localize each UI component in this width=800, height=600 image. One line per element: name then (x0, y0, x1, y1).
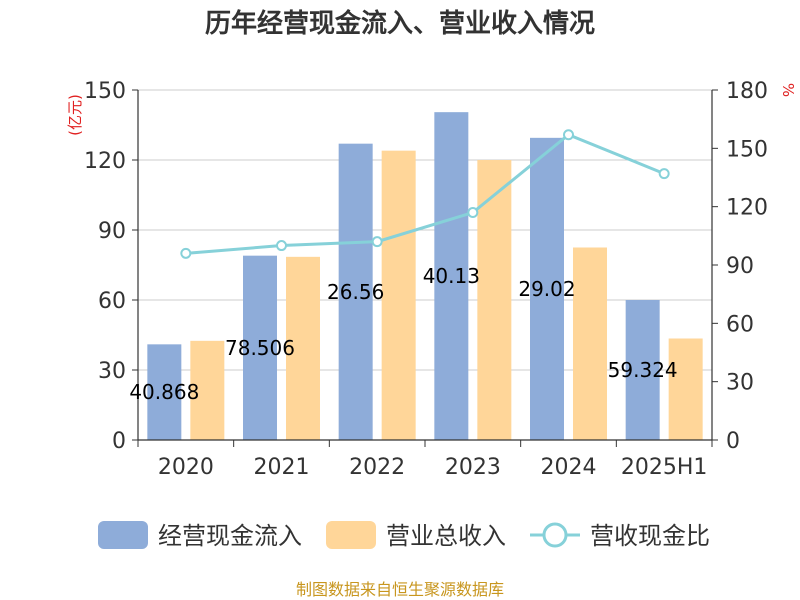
bar-经营现金流入 (530, 137, 564, 441)
bar-经营现金流入 (434, 112, 469, 441)
data-label: 26.56 (327, 280, 384, 304)
right-tick-label: 30 (726, 371, 754, 396)
ratio-point (467, 207, 479, 218)
right-tick-label: 0 (726, 429, 740, 454)
left-tick-label: 150 (84, 79, 126, 104)
x-tick-label: 2020 (158, 455, 214, 480)
ratio-line (180, 129, 670, 259)
legend-swatch-营业总收入 (326, 521, 376, 549)
x-tick-label: 2025H1 (621, 455, 708, 480)
right-tick-label: 150 (726, 137, 768, 162)
x-tick-label: 2022 (349, 455, 405, 480)
left-tick-label: 90 (98, 219, 126, 244)
legend-swatch-经营现金流入 (98, 521, 148, 549)
data-label: 40.13 (423, 264, 480, 288)
gridlines (138, 89, 712, 371)
left-axis-unit: (亿元) (66, 94, 84, 136)
axes: 0 30 60 90 120 150 0 30 60 90 120 150 180 2020 2021 202… (84, 79, 768, 480)
right-tick-label: 90 (726, 254, 754, 279)
legend-label: 经营现金流入 (158, 522, 302, 550)
right-axis-unit: % (779, 83, 797, 97)
bar-经营现金流入 (243, 255, 277, 440)
bar-营业总收入 (668, 338, 703, 440)
bars (147, 112, 703, 441)
right-tick-label: 120 (726, 196, 768, 221)
right-tick-label: 60 (726, 312, 754, 337)
left-tick-label: 60 (98, 289, 126, 314)
ratio-line-path (185, 132, 665, 255)
bar-营业总收入 (477, 160, 512, 440)
left-tick-label: 30 (98, 359, 126, 384)
legend-label: 营收现金比 (590, 522, 710, 550)
bar-营业总收入 (573, 247, 607, 440)
ratio-point (180, 247, 192, 259)
data-label: 59.324 (608, 358, 678, 382)
ratio-point (563, 129, 574, 141)
legend: 经营现金流入 营业总收入 营收现金比 (98, 521, 710, 550)
data-labels: 40.868 78.506 26.56 40.13 29.02 59.324 (129, 264, 677, 404)
ratio-point (371, 236, 383, 248)
bar-营业总收入 (286, 256, 320, 440)
ratio-point (658, 168, 670, 180)
ratio-point (276, 240, 287, 252)
chart-title: 历年经营现金流入、营业收入情况 (205, 8, 595, 39)
data-label: 78.506 (225, 336, 295, 360)
bar-营业总收入 (190, 340, 225, 440)
source-note: 制图数据来自恒生聚源数据库 (296, 580, 504, 599)
bar-营业总收入 (381, 150, 416, 440)
x-tick-label: 2023 (445, 455, 501, 480)
x-tick-label: 2021 (254, 455, 310, 480)
left-tick-label: 0 (112, 429, 126, 454)
x-tick-label: 2024 (541, 455, 597, 480)
legend-marker (542, 522, 568, 548)
bar-经营现金流入 (147, 344, 182, 440)
data-label: 29.02 (518, 277, 575, 301)
data-label: 40.868 (129, 380, 199, 404)
right-tick-label: 180 (726, 79, 768, 104)
legend-label: 营业总收入 (386, 522, 506, 550)
bar-经营现金流入 (625, 300, 660, 440)
bar-经营现金流入 (338, 143, 373, 440)
left-tick-label: 120 (84, 149, 126, 174)
